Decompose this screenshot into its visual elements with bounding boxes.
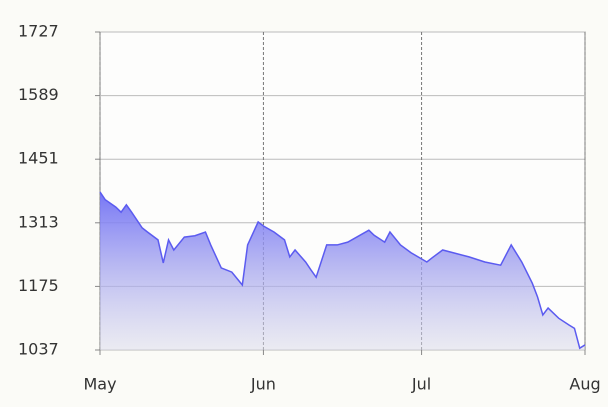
x-tick-label: Jun (250, 375, 276, 394)
y-tick-label: 1313 (18, 212, 59, 231)
y-tick-label: 1589 (18, 85, 59, 104)
y-tick-label: 1727 (18, 22, 59, 41)
y-tick-label: 1037 (18, 340, 59, 359)
x-tick-label: May (83, 375, 116, 394)
x-tick-label: Jul (411, 375, 431, 394)
y-tick-label: 1175 (18, 276, 59, 295)
y-tick-label: 1451 (18, 149, 59, 168)
line (99, 191, 586, 350)
area (100, 191, 585, 350)
x-tick-label: Aug (569, 375, 600, 394)
